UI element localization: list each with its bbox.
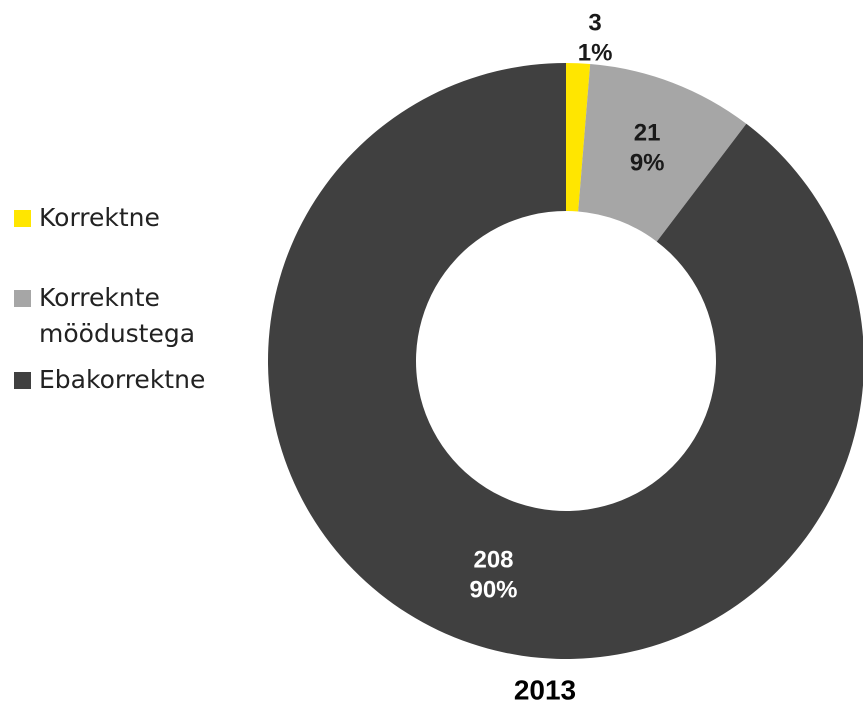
data-label: 3 — [588, 10, 601, 37]
legend-item: Ebakorrektne — [14, 362, 244, 398]
legend-label: Ebakorrektne — [39, 365, 206, 394]
legend-swatch — [14, 210, 31, 227]
legend-label: Korreknte möödustega — [39, 283, 196, 348]
legend-item: Korreknte möödustega — [14, 280, 244, 352]
data-label: 1% — [578, 40, 613, 67]
data-label: 90% — [469, 576, 517, 603]
legend-swatch — [14, 290, 31, 307]
legend-label: Korrektne — [39, 203, 160, 232]
chart-title: 2013 — [514, 674, 576, 705]
donut-slice — [566, 63, 591, 212]
legend-swatch — [14, 372, 31, 389]
donut-slice — [268, 63, 863, 659]
legend: Korrektne Korreknte möödustega Ebakorrektn… — [14, 200, 244, 408]
legend-item: Korrektne — [14, 200, 244, 236]
donut-slice — [578, 63, 747, 242]
data-label: 9% — [630, 149, 665, 176]
data-label: 21 — [634, 119, 661, 146]
data-label: 208 — [473, 546, 513, 573]
